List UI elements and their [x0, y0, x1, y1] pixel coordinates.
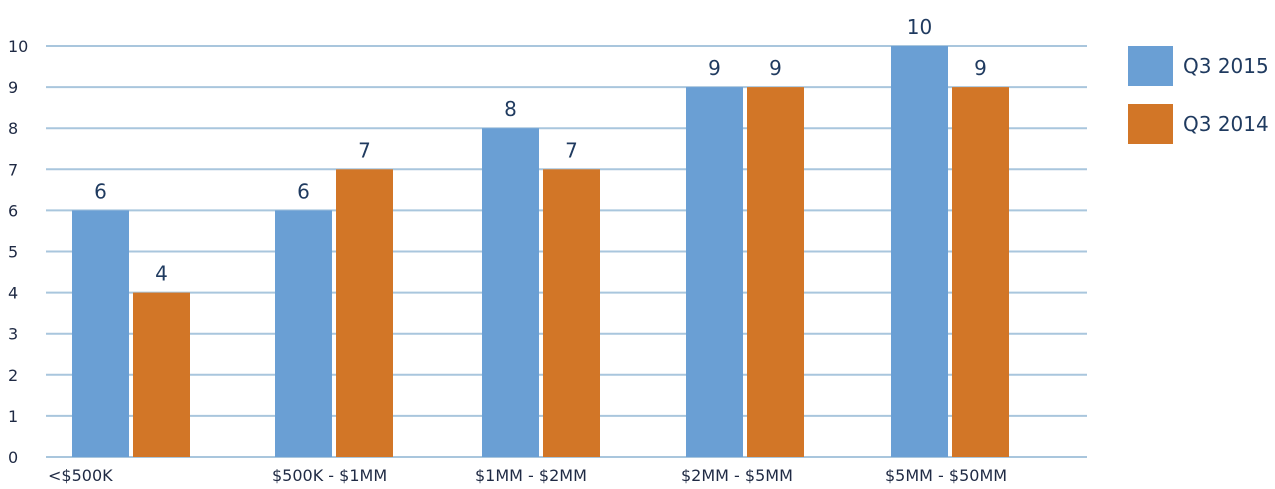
data-label: 7	[565, 138, 578, 162]
data-label: 6	[297, 179, 310, 203]
y-tick-label: 2	[8, 366, 18, 385]
bar-q3-2014	[747, 87, 804, 457]
bar-q3-2015	[275, 210, 332, 457]
bar-q3-2014	[543, 169, 600, 458]
data-labels: 6 4 6 7 8 7 9 9 10 9	[94, 15, 987, 286]
x-category-label: $1MM - $2MM	[475, 466, 587, 485]
data-label: 9	[708, 56, 721, 80]
bars	[72, 46, 1009, 458]
y-tick-label: 3	[8, 325, 18, 344]
x-category-label: $500K - $1MM	[272, 466, 387, 485]
y-tick-label: 6	[8, 201, 18, 220]
bar-q3-2014	[336, 169, 393, 458]
x-category-label: $2MM - $5MM	[681, 466, 793, 485]
data-label: 8	[504, 97, 517, 121]
bar-q3-2014	[952, 87, 1009, 457]
data-label: 7	[358, 138, 371, 162]
bar-q3-2015	[891, 46, 948, 457]
data-label: 10	[907, 15, 932, 39]
y-tick-label: 7	[8, 160, 18, 179]
y-tick-label: 9	[8, 78, 18, 97]
y-tick-label: 0	[8, 448, 18, 467]
data-label: 9	[974, 56, 987, 80]
x-axis-labels: <$500K $500K - $1MM $1MM - $2MM $2MM - $5MM…	[48, 466, 1007, 485]
y-tick-label: 8	[8, 119, 18, 138]
data-label: 9	[769, 56, 782, 80]
bar-q3-2015	[482, 128, 539, 457]
y-tick-label: 5	[8, 243, 18, 262]
legend-label: Q3 2014	[1183, 112, 1269, 136]
y-tick-label: 1	[8, 407, 18, 426]
x-category-label: $5MM - $50MM	[885, 466, 1007, 485]
legend-swatch-q3-2014	[1128, 104, 1173, 144]
data-label: 4	[155, 262, 168, 286]
y-tick-label: 10	[8, 37, 28, 56]
legend-swatch-q3-2015	[1128, 46, 1173, 86]
y-axis-ticks: 0 1 2 3 4 5 6 7 8 9 10	[8, 37, 28, 467]
bar-q3-2015	[686, 87, 743, 457]
bar-q3-2015	[72, 210, 129, 457]
legend: Q3 2015 Q3 2014	[1128, 46, 1269, 144]
y-tick-label: 4	[8, 284, 18, 303]
legend-label: Q3 2015	[1183, 54, 1269, 78]
bar-q3-2014	[133, 292, 190, 457]
x-category-label: <$500K	[48, 466, 113, 485]
data-label: 6	[94, 179, 107, 203]
